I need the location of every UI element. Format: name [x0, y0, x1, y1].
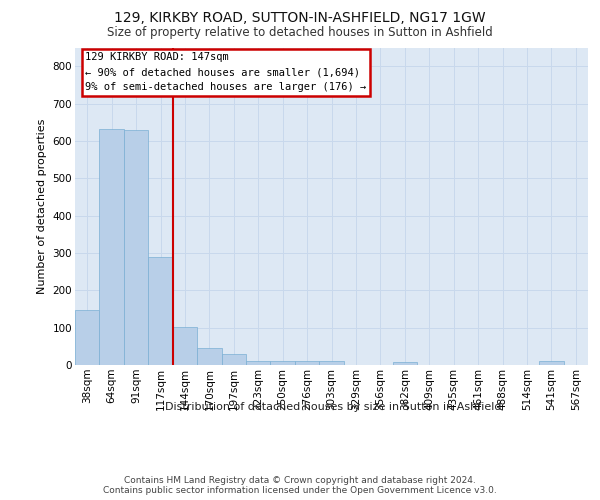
Bar	[295, 362, 319, 365]
Bar	[173, 326, 197, 365]
Bar	[124, 130, 148, 365]
Text: 129 KIRKBY ROAD: 147sqm
← 90% of detached houses are smaller (1,694)
9% of semi-: 129 KIRKBY ROAD: 147sqm ← 90% of detache…	[85, 52, 367, 92]
Bar	[148, 258, 173, 365]
Text: 129, KIRKBY ROAD, SUTTON-IN-ASHFIELD, NG17 1GW: 129, KIRKBY ROAD, SUTTON-IN-ASHFIELD, NG…	[114, 11, 486, 25]
Text: Distribution of detached houses by size in Sutton in Ashfield: Distribution of detached houses by size …	[165, 402, 501, 412]
Bar	[246, 360, 271, 365]
Bar	[271, 362, 295, 365]
Text: Size of property relative to detached houses in Sutton in Ashfield: Size of property relative to detached ho…	[107, 26, 493, 39]
Bar	[319, 362, 344, 365]
Bar	[100, 129, 124, 365]
Bar	[539, 362, 563, 365]
Bar	[75, 310, 100, 365]
Bar	[221, 354, 246, 365]
Bar	[392, 362, 417, 365]
Text: Contains public sector information licensed under the Open Government Licence v3: Contains public sector information licen…	[103, 486, 497, 495]
Text: Contains HM Land Registry data © Crown copyright and database right 2024.: Contains HM Land Registry data © Crown c…	[124, 476, 476, 485]
Bar	[197, 348, 221, 365]
Y-axis label: Number of detached properties: Number of detached properties	[37, 118, 47, 294]
